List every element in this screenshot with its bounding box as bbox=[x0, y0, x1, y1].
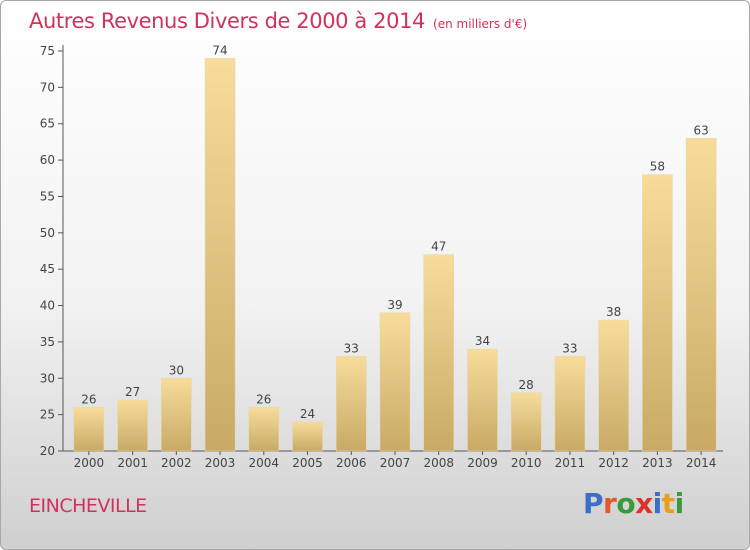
x-tick-label: 2014 bbox=[686, 456, 717, 470]
bar-value-label: 38 bbox=[606, 305, 621, 319]
bar-value-label: 26 bbox=[256, 392, 271, 406]
bar-value-label: 30 bbox=[169, 363, 184, 377]
bars: 26 27 30 74 26 24 33 39 47 34 28 33 38 58 63 bbox=[73, 43, 717, 452]
x-tick-label: 2008 bbox=[423, 456, 454, 470]
bar bbox=[379, 312, 411, 452]
y-tick-label: 65 bbox=[40, 117, 55, 131]
bar-value-label: 58 bbox=[650, 160, 665, 174]
bar bbox=[117, 399, 148, 452]
bar bbox=[642, 174, 673, 452]
commune-name: EINCHEVILLE bbox=[29, 495, 147, 517]
bar-value-label: 24 bbox=[300, 407, 315, 421]
x-tick-label: 2009 bbox=[467, 456, 498, 470]
bar-value-label: 26 bbox=[81, 392, 96, 406]
logo-letter: i bbox=[652, 487, 663, 520]
bar-value-label: 63 bbox=[693, 123, 708, 137]
y-tick-label: 60 bbox=[40, 153, 55, 167]
logo-letter: P bbox=[583, 487, 604, 520]
x-tick-label: 2007 bbox=[380, 456, 411, 470]
bar bbox=[336, 356, 367, 452]
bar bbox=[467, 348, 498, 452]
bar bbox=[204, 58, 236, 452]
y-tick-label: 50 bbox=[40, 226, 55, 240]
title-text: Autres Revenus Divers de 2000 à 2014 bbox=[29, 9, 426, 33]
x-tick-label: 2000 bbox=[74, 456, 105, 470]
x-tick-label: 2011 bbox=[555, 456, 586, 470]
bar-value-label: 28 bbox=[519, 378, 534, 392]
chart-title: Autres Revenus Divers de 2000 à 2014 (en … bbox=[29, 9, 527, 33]
bar-value-label: 47 bbox=[431, 240, 446, 254]
x-tick-label: 2013 bbox=[642, 456, 673, 470]
logo-letter: t bbox=[661, 487, 675, 520]
logo-letter: o bbox=[616, 487, 636, 520]
bar bbox=[598, 319, 629, 452]
bar bbox=[161, 378, 192, 452]
y-tick-label: 20 bbox=[40, 444, 55, 458]
y-tick-label: 55 bbox=[40, 189, 55, 203]
logo-letter: x bbox=[635, 487, 653, 520]
bar-value-label: 74 bbox=[212, 43, 227, 57]
bar-value-label: 39 bbox=[387, 298, 402, 312]
bar bbox=[685, 138, 717, 452]
bar-value-label: 33 bbox=[344, 341, 359, 355]
x-tick-label: 2010 bbox=[511, 456, 542, 470]
y-tick-label: 70 bbox=[40, 80, 55, 94]
y-tick-label: 30 bbox=[40, 371, 55, 385]
bar-value-label: 27 bbox=[125, 385, 140, 399]
x-tick-label: 2003 bbox=[205, 456, 236, 470]
bar-value-label: 33 bbox=[562, 341, 577, 355]
x-tick-label: 2004 bbox=[249, 456, 280, 470]
proxiti-logo[interactable]: Proxiti bbox=[583, 487, 684, 520]
y-tick-label: 25 bbox=[40, 408, 55, 422]
x-tick-label: 2002 bbox=[161, 456, 192, 470]
x-tick-label: 2006 bbox=[336, 456, 367, 470]
axes: 20 25 30 35 40 45 50 55 60 65 70 75 2000 2001 2002 2003… bbox=[40, 44, 723, 470]
y-tick-label: 75 bbox=[40, 44, 55, 58]
title-unit: (en milliers d'€) bbox=[433, 17, 528, 31]
logo-letter: i bbox=[674, 487, 685, 520]
bar bbox=[423, 254, 454, 452]
bar bbox=[292, 421, 323, 452]
x-tick-label: 2005 bbox=[292, 456, 323, 470]
y-tick-label: 35 bbox=[40, 335, 55, 349]
bar bbox=[248, 407, 280, 452]
y-tick-label: 40 bbox=[40, 299, 55, 313]
x-tick-label: 2012 bbox=[598, 456, 629, 470]
bar-value-label: 34 bbox=[475, 334, 490, 348]
bar bbox=[510, 392, 542, 452]
bar bbox=[554, 356, 586, 452]
y-tick-label: 45 bbox=[40, 262, 55, 276]
bar bbox=[73, 407, 105, 452]
x-tick-label: 2001 bbox=[117, 456, 148, 470]
logo-letter: r bbox=[603, 487, 617, 520]
